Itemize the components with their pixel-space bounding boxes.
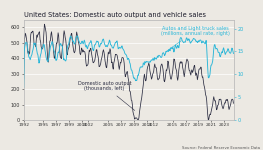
Text: Source: Federal Reserve Economic Data: Source: Federal Reserve Economic Data [182,146,260,150]
Text: Autos and Light truck sales
(millions, annual rate, right): Autos and Light truck sales (millions, a… [161,26,230,52]
Text: United States: Domestic auto output and vehicle sales: United States: Domestic auto output and … [24,12,206,18]
Text: Domestic auto output
(thousands, left): Domestic auto output (thousands, left) [78,81,135,111]
